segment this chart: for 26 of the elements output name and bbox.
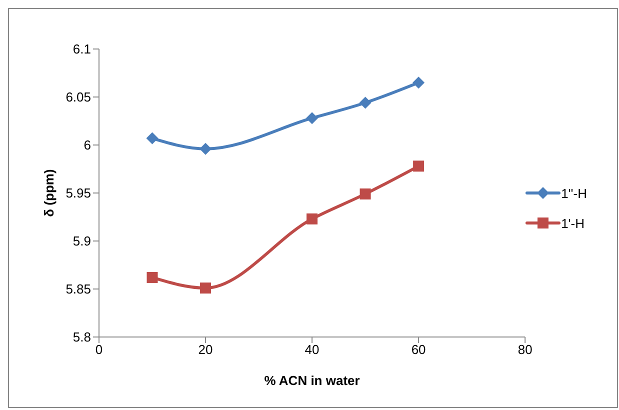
point <box>306 213 318 224</box>
legend-label: 1''-H <box>561 186 587 200</box>
x-tick-label: 40 <box>304 342 320 358</box>
x-axis-title: % ACN in water <box>264 373 360 388</box>
legend-label: 1'-H <box>561 216 585 230</box>
y-tick-label: 5.9 <box>72 234 91 249</box>
point <box>200 282 212 294</box>
y-tick-label: 5.95 <box>66 186 91 201</box>
point <box>200 142 212 155</box>
point <box>413 160 424 172</box>
x-tick-label: 80 <box>518 342 532 358</box>
x-tick-label: 20 <box>198 342 213 358</box>
point <box>412 76 425 89</box>
y-tick-label: 5.85 <box>66 282 91 297</box>
point <box>146 272 158 283</box>
point <box>146 132 158 144</box>
y-axis-title: δ (ppm) <box>42 169 57 217</box>
y-tick-label: 6.1 <box>72 42 91 57</box>
y-tick-label: 6 <box>84 138 91 153</box>
y-tick-label: 6.05 <box>66 90 91 105</box>
point <box>306 112 318 124</box>
point <box>360 188 371 200</box>
y-tick-label: 5.8 <box>72 330 91 345</box>
x-tick-label: 60 <box>411 342 426 358</box>
point <box>359 96 372 109</box>
x-tick-label: 0 <box>95 342 103 358</box>
